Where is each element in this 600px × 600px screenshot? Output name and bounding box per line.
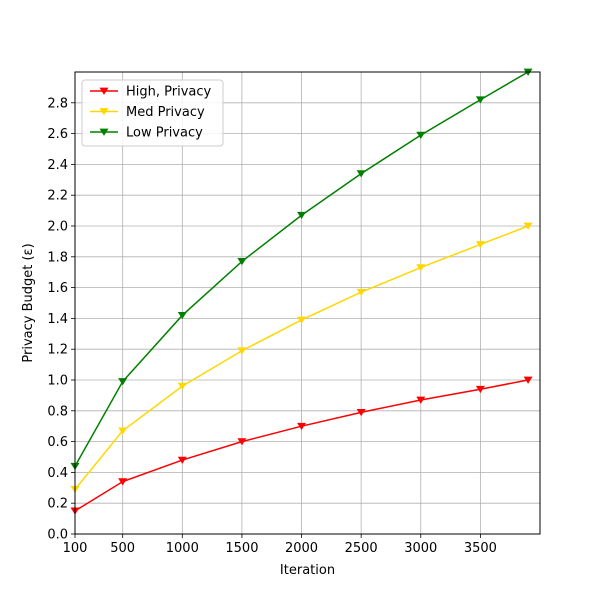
- series-high-privacy: [70, 376, 533, 515]
- series-low-privacy: [70, 68, 533, 471]
- legend-item: Med Privacy: [90, 105, 205, 120]
- data-point: [523, 222, 533, 230]
- data-point: [237, 347, 247, 355]
- data-point: [297, 422, 307, 431]
- x-tick-label: 3000: [404, 541, 437, 556]
- data-point: [475, 385, 485, 394]
- x-tick-label: 2500: [345, 541, 378, 556]
- y-tick-label: 1.4: [47, 312, 68, 327]
- legend-label: Med Privacy: [126, 105, 205, 120]
- data-point: [416, 396, 426, 404]
- x-tick-label: 3500: [464, 541, 497, 556]
- y-tick-label: 2.8: [47, 96, 68, 111]
- data-point: [523, 376, 533, 384]
- legend-label: High, Privacy: [126, 85, 212, 100]
- x-tick-label: 2000: [285, 541, 318, 556]
- y-tick-label: 2.6: [47, 127, 68, 142]
- data-point: [118, 378, 128, 386]
- plot-frame: [74, 71, 541, 535]
- data-point: [177, 311, 187, 320]
- y-tick-label: 1.0: [47, 374, 68, 389]
- data-point: [118, 478, 128, 486]
- y-tick-label: 1.6: [47, 281, 68, 296]
- y-tick-label: 0.0: [47, 528, 68, 543]
- data-point: [237, 438, 247, 446]
- y-tick-label: 0.6: [47, 435, 68, 450]
- x-tick-label: 100: [63, 541, 88, 556]
- y-tick-label: 0.8: [47, 404, 68, 419]
- y-tick-label: 1.8: [47, 250, 68, 265]
- axis-ticks: 100 500 1000 1500 2000 2500 3000 3500 0.0 0.2 0.4 0…: [47, 96, 497, 556]
- legend-box: [81, 79, 224, 147]
- data-point: [356, 170, 366, 178]
- data-point: [356, 408, 366, 417]
- x-tick-label: 1500: [225, 541, 258, 556]
- legend: High, Privacy Med Privacy Low Privacy: [81, 79, 224, 147]
- series-med-privacy: [70, 222, 533, 494]
- y-tick-label: 1.2: [47, 343, 68, 358]
- y-tick-label: 2.2: [47, 189, 68, 204]
- legend-marker: [99, 87, 109, 95]
- data-point: [475, 96, 485, 104]
- data-point: [297, 211, 307, 220]
- x-tick-label: 1000: [166, 541, 199, 556]
- x-axis-label: Iteration: [280, 563, 335, 578]
- data-point: [177, 382, 187, 390]
- y-tick-label: 2.4: [47, 158, 68, 173]
- y-axis-label: Privacy Budget (ε): [21, 243, 36, 362]
- legend-item: High, Privacy: [90, 85, 212, 100]
- legend-label: Low Privacy: [126, 126, 203, 141]
- data-point: [297, 316, 307, 324]
- series-layer: [70, 68, 533, 515]
- x-tick-label: 500: [110, 541, 135, 556]
- data-point: [177, 456, 187, 464]
- legend-item: Low Privacy: [90, 126, 203, 141]
- legend-marker: [99, 128, 109, 136]
- data-point: [118, 427, 128, 435]
- data-point: [356, 288, 366, 297]
- legend-marker: [99, 108, 109, 116]
- data-point: [475, 241, 485, 249]
- y-tick-label: 0.4: [47, 466, 68, 481]
- data-point: [416, 131, 426, 139]
- y-tick-label: 2.0: [47, 220, 68, 235]
- y-tick-label: 0.2: [47, 497, 68, 512]
- data-point: [237, 258, 247, 266]
- data-point: [416, 264, 426, 272]
